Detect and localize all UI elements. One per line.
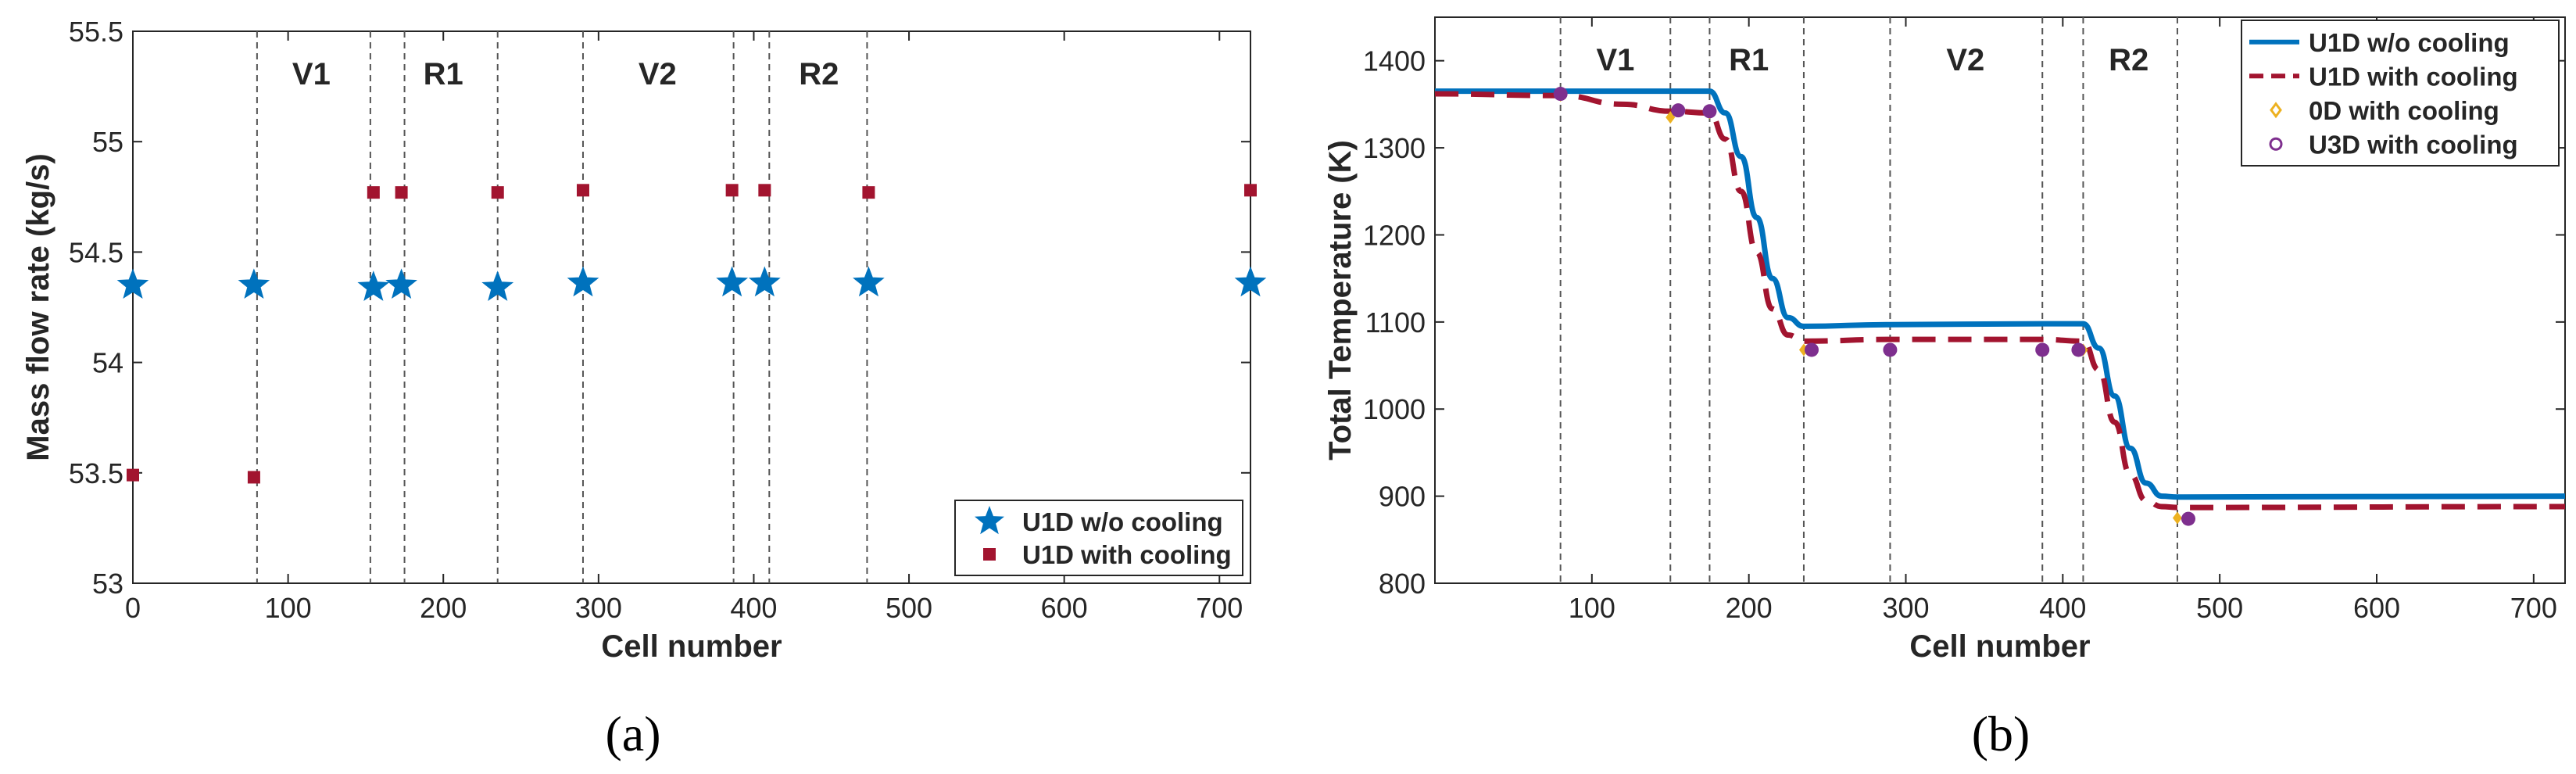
y-tick-label: 53 [92,568,123,600]
x-tick-label: 400 [730,592,777,624]
legend-square-icon [983,548,996,561]
legend-star-icon [975,506,1004,535]
region-label: R1 [424,57,463,91]
y-tick-label: 1200 [1363,219,1426,251]
y-tick-label: 800 [1379,568,1426,600]
y-tick-label: 54 [92,347,123,379]
legend-circle-icon [2269,137,2283,151]
legend-box [2241,20,2560,167]
y-tick-label: 1100 [1365,306,1426,339]
data-point-star [238,268,270,299]
x-tick-label: 200 [1726,592,1773,624]
data-point-circle [2035,342,2050,357]
y-axis-label: Total Temperature (K) [1323,140,1358,460]
legend-entry-label: U1D w/o cooling [1022,507,1223,536]
data-point-star [357,271,390,301]
y-axis-label: Mass flow rate (kg/s) [21,153,55,460]
data-point-star [1234,266,1267,297]
data-point-square [1244,184,1257,197]
x-tick-label: 300 [575,592,622,624]
series-line-1 [1434,91,2566,511]
y-tick-label: 1000 [1363,393,1426,425]
x-tick-label: 400 [2039,592,2086,624]
y-tick-label: 54.5 [69,236,123,268]
data-point-square [491,186,504,199]
plot-area-frame [132,30,1251,584]
data-point-square [127,468,139,482]
x-tick-label: 100 [1569,592,1615,624]
x-tick-label: 700 [1196,592,1243,624]
x-axis-label: Cell number [1909,629,2090,664]
legend-entry-label: U3D with cooling [2309,130,2518,159]
x-tick-label: 500 [886,592,932,624]
region-label: V2 [639,57,677,91]
region-label: R1 [1729,43,1769,77]
data-point-square [758,184,771,197]
legend-entry-label: 0D with cooling [2309,96,2499,125]
y-tick-label: 1400 [1363,45,1426,77]
data-point-diamond [2172,511,2182,525]
data-point-circle [1671,103,1686,118]
x-tick-label: 100 [265,592,312,624]
data-point-circle [1883,342,1898,357]
x-tick-label: 600 [2353,592,2400,624]
region-label: V1 [292,57,331,91]
data-point-square [576,184,589,197]
x-tick-label: 600 [1041,592,1088,624]
x-axis-label: Cell number [601,629,782,664]
x-tick-label: 700 [2510,592,2557,624]
data-point-circle [2181,511,2195,526]
region-label: V1 [1596,43,1634,77]
legend-diamond-icon [2270,102,2282,119]
data-point-square [395,186,408,199]
data-point-star [385,268,417,299]
data-point-square [862,186,875,199]
data-point-square [367,186,380,199]
legend-entry-label: U1D with cooling [1022,540,1232,569]
plot-area-frame [1434,16,2566,584]
y-tick-label: 53.5 [69,457,123,489]
panel-b-total-temperature-chart: V1 R1 V2 R2 100 200 300 400 500 600 700 800 900 1000 1… [1323,16,2566,761]
data-point-circle [1805,342,1819,357]
data-point-star [853,266,885,297]
y-tick-label: 900 [1379,481,1426,513]
panel-caption: (a) [605,706,660,761]
data-point-square [247,471,260,484]
region-label: R2 [799,57,839,91]
data-point-circle [1702,104,1717,119]
x-tick-label: 0 [125,592,141,624]
x-tick-label: 200 [420,592,467,624]
y-tick-label: 1300 [1363,132,1426,164]
y-tick-label: 55.5 [69,16,123,48]
data-point-star [481,271,514,301]
data-point-circle [1553,87,1568,102]
legend-entry-label: U1D w/o cooling [2309,28,2510,57]
data-point-star [716,266,749,297]
data-point-square [725,184,739,197]
legend-entry-label: U1D with cooling [2309,62,2518,91]
panel-caption: (b) [1972,706,2030,761]
panel-a-mass-flow-chart: V1 R1 V2 R2 0 100 200 300 400 500 600 700 53 53.5 54 54… [21,16,1267,761]
x-tick-label: 500 [2196,592,2243,624]
data-point-star [116,268,149,299]
series-line-0 [1434,88,2566,500]
region-label: V2 [1946,43,1984,77]
region-label: R2 [2109,43,2148,77]
x-tick-label: 300 [1882,592,1929,624]
data-point-star [748,266,781,297]
data-point-star [567,266,599,297]
legend-box [954,500,1243,576]
data-point-circle [2071,342,2086,357]
y-tick-label: 55 [92,126,123,158]
